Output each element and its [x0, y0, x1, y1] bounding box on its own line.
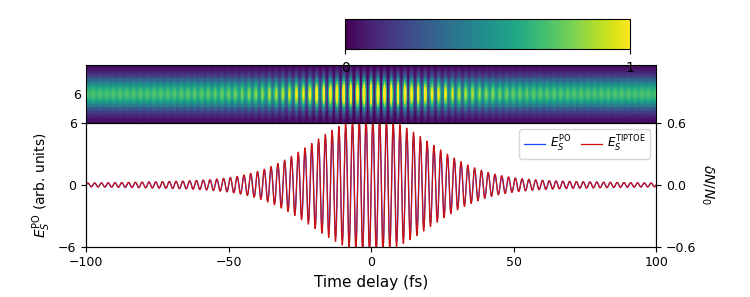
$E_S^{\rm PO}$ [300, 150, 309, 154]
$E_S^{\rm TIPTOE}$ [580, 181, 589, 184]
$E_S^{\rm PO}$ [325, 222, 334, 226]
Text: 1: 1 [626, 61, 634, 75]
$E_S^{\rm TIPTOE}$ [641, 182, 650, 186]
$E_S^{\rm TIPTOE}$ [365, 251, 374, 255]
$E_S^{\rm PO}$ [580, 181, 589, 184]
Line: $E_S^{\rm TIPTOE}$: $E_S^{\rm TIPTOE}$ [86, 117, 656, 253]
$E_S^{\rm PO}$ [641, 182, 650, 186]
$E_S^{\rm PO}$ [147, 184, 156, 188]
Line: $E_S^{\rm PO}$: $E_S^{\rm PO}$ [86, 123, 656, 247]
$E_S^{\rm PO}$ [82, 183, 91, 187]
$E_S^{\rm PO}$ [181, 185, 190, 188]
Y-axis label: $\delta N/N_0$: $\delta N/N_0$ [700, 164, 715, 206]
$E_S^{\rm TIPTOE}$ [82, 183, 91, 187]
Y-axis label: $E_S^{\rm PO}$ (arb. units): $E_S^{\rm PO}$ (arb. units) [30, 132, 52, 238]
$E_S^{\rm TIPTOE}$ [147, 185, 156, 189]
$E_S^{\rm PO}$ [368, 121, 377, 125]
X-axis label: Time delay (fs): Time delay (fs) [314, 275, 428, 290]
Text: 0: 0 [340, 61, 350, 75]
$E_S^{\rm TIPTOE}$ [181, 185, 190, 189]
$E_S^{\rm PO}$ [652, 183, 661, 187]
$E_S^{\rm TIPTOE}$ [325, 222, 334, 225]
$E_S^{\rm TIPTOE}$ [300, 146, 309, 150]
$E_S^{\rm TIPTOE}$ [652, 183, 661, 187]
Legend: $E_S^{\rm PO}$, $E_S^{\rm TIPTOE}$: $E_S^{\rm PO}$, $E_S^{\rm TIPTOE}$ [520, 129, 650, 159]
$E_S^{\rm TIPTOE}$ [368, 116, 377, 119]
$E_S^{\rm PO}$ [365, 245, 374, 249]
